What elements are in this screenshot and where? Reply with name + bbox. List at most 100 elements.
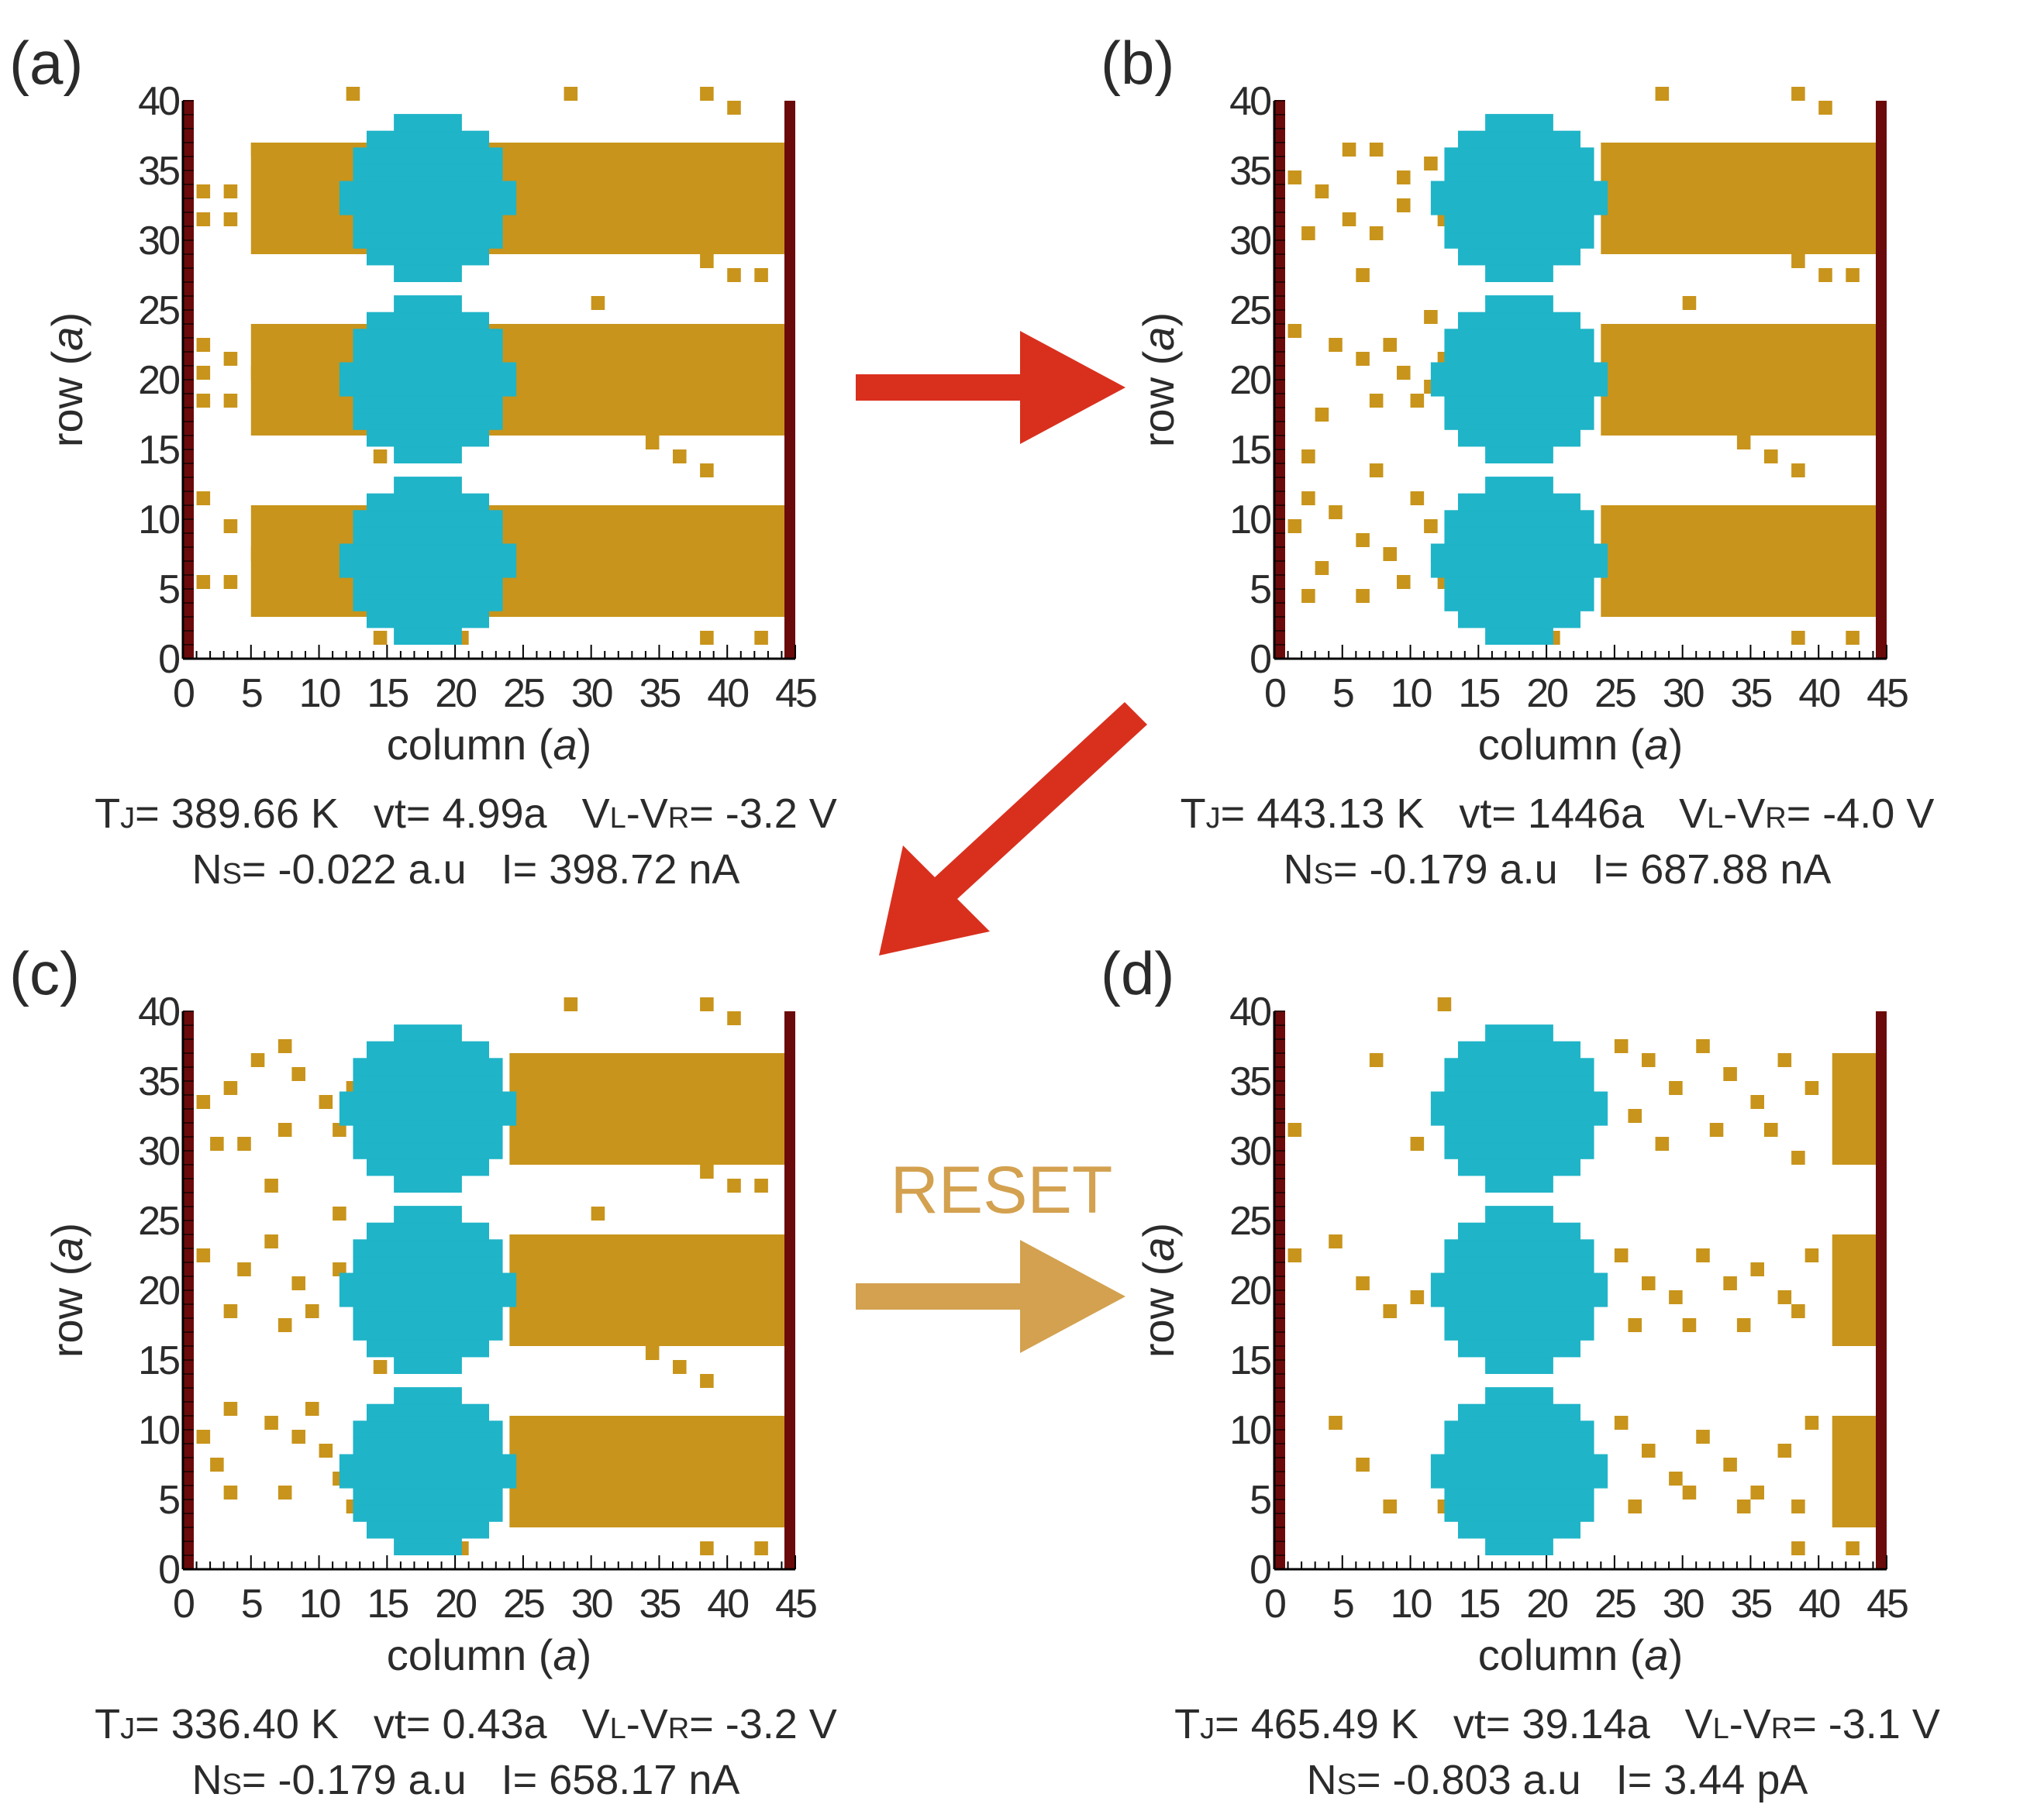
panel-c-site-13 <box>264 1234 278 1248</box>
panel-c-site-28 <box>210 1458 224 1472</box>
panel-b-vr-sub: R <box>1765 802 1786 835</box>
panel-b-particle-0-row-3 <box>1444 577 1594 595</box>
panel-b-particle-0-row-4 <box>1430 560 1608 578</box>
panel-c-info-line-1: TJ= 336.40 K vt= 0.43a VL-VR= -3.2 V <box>95 1701 837 1747</box>
panel-c-site-4 <box>291 1067 305 1081</box>
panel-a-site-19 <box>564 87 578 101</box>
panel-b-site-23 <box>1356 533 1370 547</box>
panel-d-site-48 <box>1356 1458 1370 1472</box>
panel-a-stripe-2 <box>250 143 795 254</box>
panel-a-site-7 <box>196 366 211 380</box>
panel-d-site-41 <box>1369 1053 1384 1067</box>
panel-d-y-tick-label: 10 <box>1229 1408 1270 1453</box>
panel-c-y-tick-label: 40 <box>138 990 179 1035</box>
panel-b-y-axis-label-text: row ( <box>1134 350 1183 447</box>
panel-c-particle-2-row-0 <box>394 1175 462 1193</box>
panel-d-site-22 <box>1682 1318 1697 1332</box>
panel-d-y-tick-label: 15 <box>1229 1338 1270 1383</box>
panel-c-ns-sub: S <box>222 1768 242 1801</box>
panel-d-site-18 <box>1750 1262 1764 1276</box>
panel-a-particle-2-row-5 <box>339 181 517 198</box>
panel-d-y-axis-label-text: row ( <box>1134 1261 1183 1358</box>
panel-c-particle-2-row-2 <box>353 1141 503 1159</box>
panel-c-site-42 <box>591 1513 605 1527</box>
panel-d-right-electrode <box>1876 1011 1887 1569</box>
panel-d-particle-2-row-8 <box>1458 1041 1580 1059</box>
panel-c-site-14 <box>291 1276 305 1290</box>
panel-d-particle-2-row-3 <box>1444 1124 1594 1143</box>
panel-b-particle-1 <box>1430 295 1608 463</box>
panel-b-site-27 <box>1301 589 1315 603</box>
panel-c-site-35 <box>727 1179 741 1193</box>
panel-d-vdash: -V <box>1729 1701 1771 1747</box>
panel-b-site-42 <box>1791 463 1805 477</box>
panel-b-x-tick-label: 35 <box>1731 671 1772 716</box>
panel-b-label: (b) <box>1101 29 1174 97</box>
panel-d-particle-0-row-3 <box>1444 1487 1594 1506</box>
panel-d-vl: V <box>1685 1701 1713 1747</box>
panel-b-site-9 <box>1342 212 1356 226</box>
panel-c-site-41 <box>700 1374 714 1388</box>
panel-b-site-11 <box>1287 324 1302 338</box>
panel-a-site-17 <box>196 491 211 505</box>
panel-b-site-16 <box>1410 394 1425 408</box>
panel-b-particle-1-row-2 <box>1444 412 1594 430</box>
panel-b-particle-2-row-2 <box>1444 231 1594 249</box>
panel-a-particle-1-row-2 <box>353 412 503 430</box>
panel-a-particle-1-row-6 <box>353 345 503 363</box>
panel-b: 0 5 10 15 20 25 30 35 40 45 0 5 10 15 20 25 30 35 40 column… <box>1101 29 1934 893</box>
panel-c-particle-0-row-2 <box>353 1504 503 1522</box>
panel-c-site-19 <box>223 1304 238 1318</box>
panel-d-tj: T <box>1174 1701 1200 1747</box>
panel-a-particle-1-row-5 <box>339 362 517 380</box>
panel-a-y-tick-label: 15 <box>138 428 179 473</box>
panel-b-particle-2-row-1 <box>1458 247 1580 266</box>
panel-a-site-25 <box>591 296 605 310</box>
panel-d-x-axis-label: column (a) <box>1478 1630 1684 1679</box>
panel-d-site-23 <box>1736 1318 1751 1332</box>
panel-c-site-44 <box>754 1541 768 1555</box>
panel-b-site-15 <box>1397 366 1411 380</box>
panel-a-site-23 <box>727 268 741 282</box>
panel-b-site-4 <box>1397 170 1411 184</box>
panel-b-particle-0-row-1 <box>1458 610 1580 628</box>
panel-c-site-32 <box>700 997 714 1011</box>
panel-c-ns-val: = -0.179 a.u <box>242 1757 502 1803</box>
panel-d-site-12 <box>1791 1151 1805 1165</box>
panel-c-tj-sub: J <box>120 1713 135 1745</box>
panel-d-particle-2-row-7 <box>1444 1058 1594 1076</box>
panel-d-particle-2-row-9 <box>1485 1024 1553 1042</box>
arrow-reset-shape <box>856 1240 1125 1353</box>
panel-a-stripe-1 <box>250 324 795 436</box>
panel-d-particle-1-row-5 <box>1430 1272 1608 1290</box>
panel-a-ns-sub: S <box>222 858 242 890</box>
panel-b-site-29 <box>1410 491 1425 505</box>
panel-b-particle-2-row-3 <box>1444 214 1594 232</box>
panel-b-x-axis-unit: a <box>1644 720 1668 769</box>
panel-b-particle-0-row-9 <box>1485 477 1553 494</box>
panel-d-site-5 <box>1750 1095 1764 1109</box>
panel-d-site-25 <box>1614 1416 1629 1430</box>
panel-b-site-5 <box>1397 198 1411 212</box>
panel-d-site-47 <box>1329 1416 1343 1430</box>
panel-b-site-12 <box>1329 338 1343 352</box>
panel-c-stripe-1 <box>509 1234 795 1346</box>
panel-d-x-tick-label: 35 <box>1731 1582 1772 1627</box>
panel-b-site-6 <box>1424 157 1438 170</box>
panel-d-particle-1-row-3 <box>1444 1306 1594 1324</box>
panel-c-tj: T <box>95 1701 120 1747</box>
panel-d-particle-0-row-9 <box>1485 1387 1553 1405</box>
panel-b-site-8 <box>1369 226 1384 240</box>
panel-a-site-9 <box>196 394 211 408</box>
panel-a-particle-2-row-4 <box>339 198 517 215</box>
panel-b-x-tick-label: 10 <box>1391 671 1432 716</box>
panel-d-particle-2 <box>1430 1024 1608 1193</box>
panel-c-particle-0-row-8 <box>367 1403 489 1422</box>
panel-d-site-6 <box>1777 1053 1792 1067</box>
panel-b-site-0 <box>1287 170 1302 184</box>
panel-a-particle-0-row-9 <box>394 477 462 494</box>
panel-d-site-44 <box>1383 1304 1397 1318</box>
panel-b-site-30 <box>1315 561 1329 575</box>
panel-b-vl-sub: L <box>1707 802 1723 835</box>
panel-d-site-36 <box>1791 1500 1805 1513</box>
